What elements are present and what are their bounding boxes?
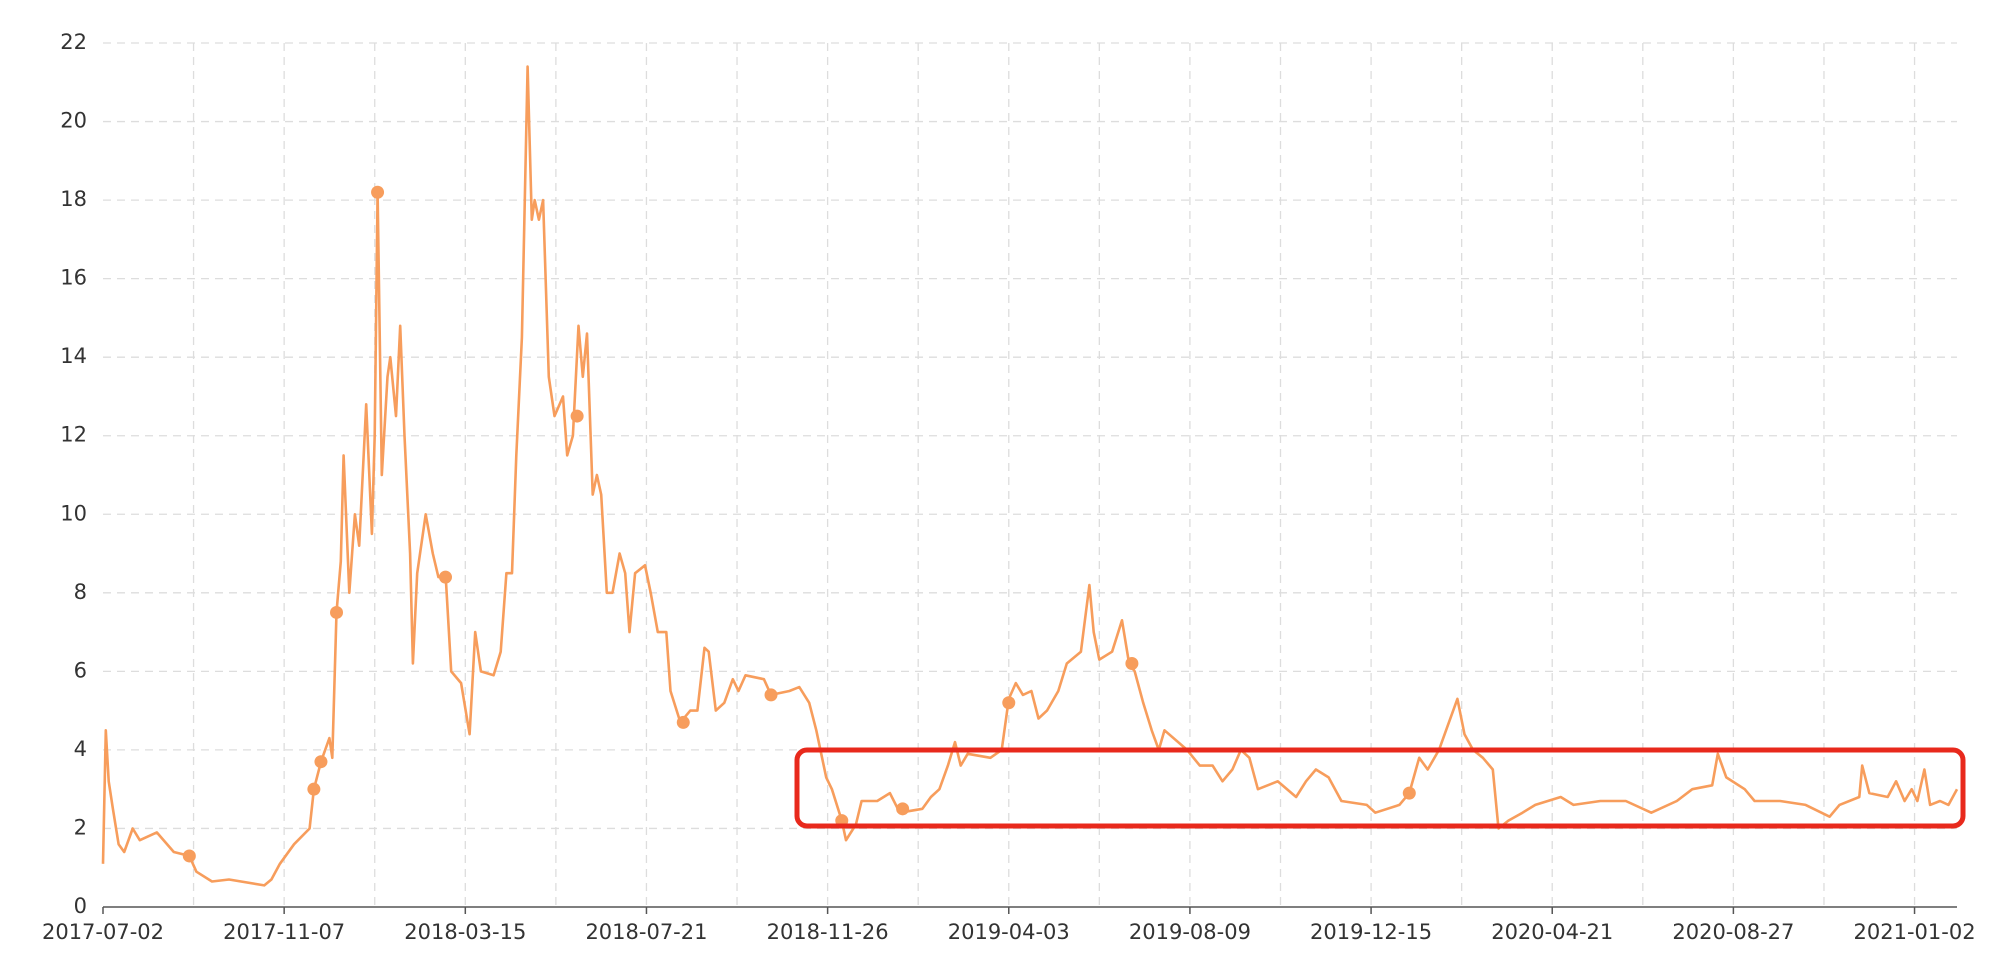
x-tick-label: 2018-03-15 (404, 920, 526, 944)
y-tick-label: 8 (74, 580, 87, 604)
y-tick-label: 18 (60, 187, 87, 211)
marker (764, 688, 778, 702)
x-tick-label: 2020-08-27 (1672, 920, 1794, 944)
marker (314, 755, 328, 769)
y-tick-label: 10 (60, 501, 87, 525)
marker (438, 570, 452, 584)
marker (330, 605, 344, 619)
y-tick-label: 6 (74, 658, 87, 682)
x-tick-label: 2019-12-15 (1310, 920, 1432, 944)
marker (371, 185, 385, 199)
marker (182, 849, 196, 863)
y-tick-label: 4 (74, 737, 87, 761)
x-tick-label: 2019-08-09 (1129, 920, 1251, 944)
y-tick-label: 2 (74, 815, 87, 839)
x-tick-label: 2017-11-07 (223, 920, 345, 944)
y-tick-label: 12 (60, 423, 87, 447)
marker (1402, 786, 1416, 800)
highlight-box (794, 747, 1966, 829)
x-tick-label: 2020-04-21 (1491, 920, 1613, 944)
y-tick-label: 16 (60, 266, 87, 290)
marker (676, 715, 690, 729)
x-tick-label: 2017-07-02 (42, 920, 164, 944)
y-tick-label: 14 (60, 344, 87, 368)
x-tick-label: 2021-01-02 (1854, 920, 1976, 944)
marker (307, 782, 321, 796)
marker (896, 802, 910, 816)
y-tick-label: 0 (74, 894, 87, 918)
marker (570, 409, 584, 423)
line (101, 65, 1959, 887)
x-tick-label: 2019-04-03 (948, 920, 1070, 944)
x-tick-label: 2018-07-21 (585, 920, 707, 944)
y-tick-label: 22 (60, 30, 87, 54)
x-tick-label: 2018-11-26 (767, 920, 889, 944)
marker (1125, 657, 1139, 671)
y-tick-label: 20 (60, 109, 87, 133)
marker (1002, 696, 1016, 710)
